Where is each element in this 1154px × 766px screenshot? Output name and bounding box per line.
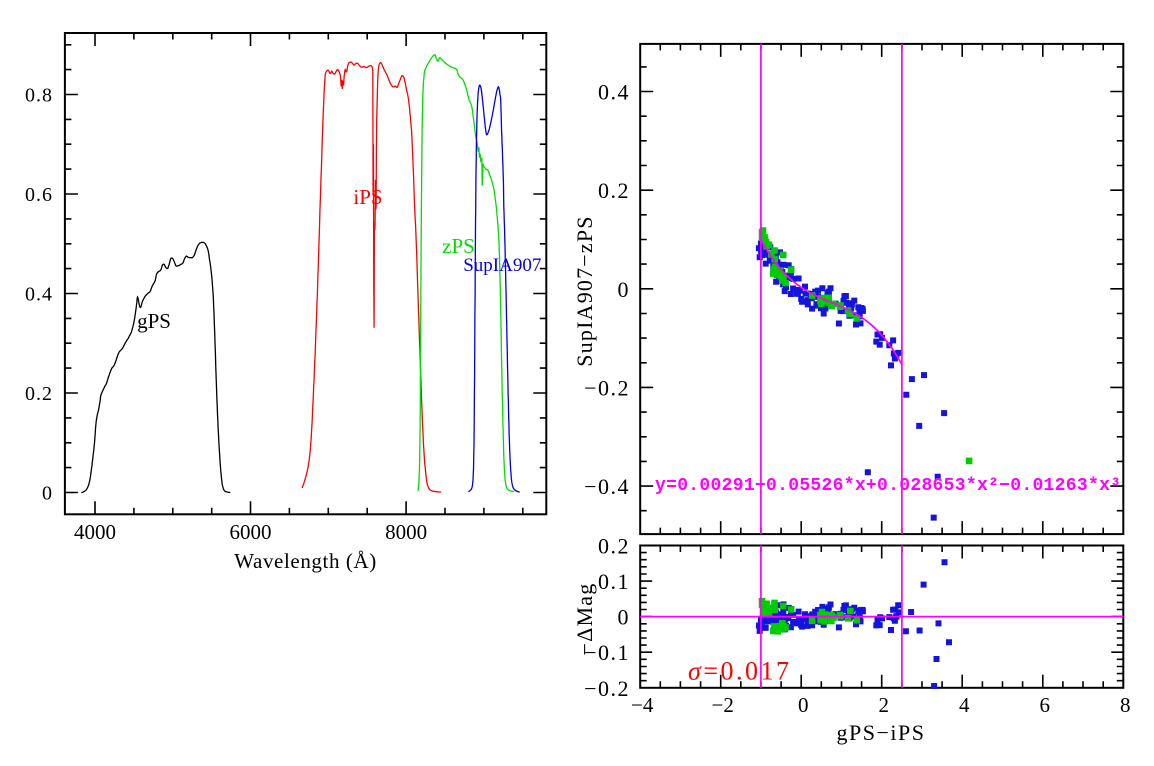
svg-text:gPS−iPS: gPS−iPS bbox=[837, 720, 926, 745]
svg-text:−4: −4 bbox=[631, 693, 654, 717]
svg-text:0: 0 bbox=[618, 605, 631, 630]
svg-text:0.2: 0.2 bbox=[598, 178, 630, 203]
svg-text:zPS: zPS bbox=[442, 234, 475, 258]
svg-text:0: 0 bbox=[42, 483, 53, 505]
svg-text:0: 0 bbox=[618, 277, 631, 302]
svg-text:6000: 6000 bbox=[230, 520, 272, 544]
svg-text:σ=0.017: σ=0.017 bbox=[688, 657, 792, 686]
svg-text:0: 0 bbox=[798, 693, 809, 717]
svg-text:6: 6 bbox=[1040, 693, 1051, 717]
svg-text:iPS: iPS bbox=[353, 185, 382, 209]
svg-text:gPS: gPS bbox=[137, 309, 171, 333]
svg-text:−0.2: −0.2 bbox=[584, 375, 630, 400]
svg-text:4: 4 bbox=[959, 693, 970, 717]
svg-text:0.4: 0.4 bbox=[598, 80, 630, 105]
svg-text:0.2: 0.2 bbox=[598, 534, 630, 559]
svg-text:0.1: 0.1 bbox=[598, 569, 630, 594]
svg-text:4000: 4000 bbox=[74, 520, 116, 544]
svg-text:−0.2: −0.2 bbox=[584, 676, 630, 701]
svg-text:SupIA907−zPS: SupIA907−zPS bbox=[572, 215, 597, 367]
svg-text:0.4: 0.4 bbox=[25, 284, 53, 306]
svg-text:8000: 8000 bbox=[385, 520, 427, 544]
svg-text:0.2: 0.2 bbox=[25, 383, 53, 405]
svg-text:−0.4: −0.4 bbox=[584, 474, 630, 499]
svg-text:SupIA907: SupIA907 bbox=[463, 255, 541, 276]
svg-text:Wavelength (Å): Wavelength (Å) bbox=[234, 549, 377, 573]
svg-text:8: 8 bbox=[1120, 693, 1131, 717]
svg-text:−ΔMag: −ΔMag bbox=[572, 583, 597, 656]
svg-text:−2: −2 bbox=[712, 693, 734, 717]
svg-text:2: 2 bbox=[878, 693, 889, 717]
svg-text:−0.1: −0.1 bbox=[584, 640, 630, 665]
svg-text:y=0.00291−0.05526*x+0.028653*x: y=0.00291−0.05526*x+0.028653*x²−0.01263*… bbox=[655, 476, 1121, 496]
svg-text:0.6: 0.6 bbox=[25, 184, 53, 206]
svg-text:0.8: 0.8 bbox=[25, 85, 53, 107]
